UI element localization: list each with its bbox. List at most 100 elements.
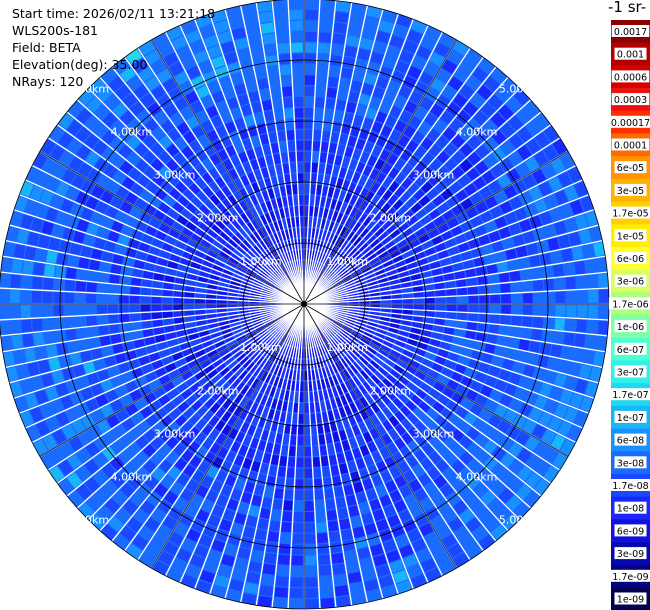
ray-gate xyxy=(331,386,339,398)
ray-gate xyxy=(336,212,344,224)
ray-gate xyxy=(424,112,438,127)
ray-gate xyxy=(158,222,171,234)
ray-gate xyxy=(379,149,391,162)
azimuth-spoke xyxy=(303,39,457,305)
ray-gate xyxy=(459,508,475,524)
ray-gap xyxy=(303,164,577,305)
ray-gate xyxy=(172,247,184,257)
azimuth-spoke xyxy=(151,39,305,305)
ray-gate xyxy=(250,351,260,361)
ray-gate xyxy=(275,329,283,338)
ray-gate xyxy=(408,426,420,439)
ray-gate xyxy=(446,217,459,229)
ray-gate xyxy=(234,331,245,339)
ray-gate xyxy=(289,9,303,20)
ray-gap xyxy=(303,303,497,542)
ray-gate xyxy=(198,534,213,548)
ray-gate xyxy=(207,514,221,528)
ray-gate xyxy=(534,150,549,167)
azimuth-spoke xyxy=(303,151,569,305)
ray-gate xyxy=(206,129,219,143)
ray-gate xyxy=(429,541,445,556)
ray-gate xyxy=(441,59,458,74)
ray-gate xyxy=(123,341,135,352)
ray-gate xyxy=(348,351,358,361)
ray-gate xyxy=(541,163,556,179)
ray-gate xyxy=(267,278,277,286)
ray-gate xyxy=(233,349,244,359)
ray-gate xyxy=(177,195,190,207)
ray-gate xyxy=(411,55,427,70)
ray-gate xyxy=(526,243,539,256)
ray-gate xyxy=(158,550,174,566)
ray-gate xyxy=(399,50,414,64)
ray-gate xyxy=(250,159,260,171)
ray-gate xyxy=(239,313,250,318)
ray-gate xyxy=(176,382,189,394)
ray-gate xyxy=(204,199,216,211)
ray-gate xyxy=(78,257,90,269)
ray-gate xyxy=(345,282,355,288)
ray-gate xyxy=(272,499,283,510)
ray-gate xyxy=(85,442,100,457)
ray-gap xyxy=(303,303,521,521)
ray-gate xyxy=(425,25,442,41)
ray-gate xyxy=(315,346,321,357)
ray-gate xyxy=(588,305,599,319)
ray-gate xyxy=(357,287,368,293)
ray-gate xyxy=(574,261,586,275)
ray-gate xyxy=(436,429,450,442)
ray-gate xyxy=(253,245,262,255)
ray-gate xyxy=(100,190,114,204)
ray-gate xyxy=(207,250,218,259)
ray-gate xyxy=(340,382,349,394)
ray-gate xyxy=(330,198,338,210)
ray-gate xyxy=(361,266,372,274)
ray-gate xyxy=(433,119,448,134)
ray-gate xyxy=(495,86,511,102)
ray-gate xyxy=(158,394,171,406)
ray-gate xyxy=(372,242,384,252)
ray-gate xyxy=(275,576,289,587)
ray-gate xyxy=(274,488,284,499)
ray-gate xyxy=(379,101,392,114)
ray-gate xyxy=(167,388,180,400)
ray-gate xyxy=(195,309,206,315)
ray-gap xyxy=(9,224,305,305)
ray-gate xyxy=(327,186,335,198)
ray-gap xyxy=(303,239,603,305)
ray-gate xyxy=(299,216,304,227)
ray-gate xyxy=(44,331,56,344)
ray-gate xyxy=(478,285,489,294)
colorbar-label: 0.0017 xyxy=(614,27,647,38)
ray-gate xyxy=(149,379,162,391)
ray-gate xyxy=(305,42,317,53)
ray-gate xyxy=(176,214,189,226)
ray-gate xyxy=(130,412,144,425)
ray-gate xyxy=(274,209,281,220)
ray-gate xyxy=(97,86,113,102)
ray-gate xyxy=(214,259,226,268)
ray-gate xyxy=(304,403,310,413)
ray-gate xyxy=(475,201,488,214)
ray-gate xyxy=(117,234,130,246)
ray-gate xyxy=(71,174,86,189)
ray-gate xyxy=(429,52,445,67)
ray-gate xyxy=(66,472,83,489)
ray-gate xyxy=(500,470,515,486)
ray-gate xyxy=(552,331,564,344)
ray-gate xyxy=(250,402,259,414)
ray-gate xyxy=(251,263,261,272)
ray-gate xyxy=(225,451,237,463)
ray-gap xyxy=(76,99,305,305)
ray-gate xyxy=(235,431,246,443)
ray-gate xyxy=(196,580,212,594)
ray-gate xyxy=(454,328,466,338)
ray-gate xyxy=(544,399,558,414)
ray-gate xyxy=(221,273,232,280)
ray-gate xyxy=(226,339,237,348)
ray-gate xyxy=(110,137,125,152)
ray-gate xyxy=(356,224,366,236)
ray-gate xyxy=(410,327,422,335)
ray-gate xyxy=(282,345,288,355)
